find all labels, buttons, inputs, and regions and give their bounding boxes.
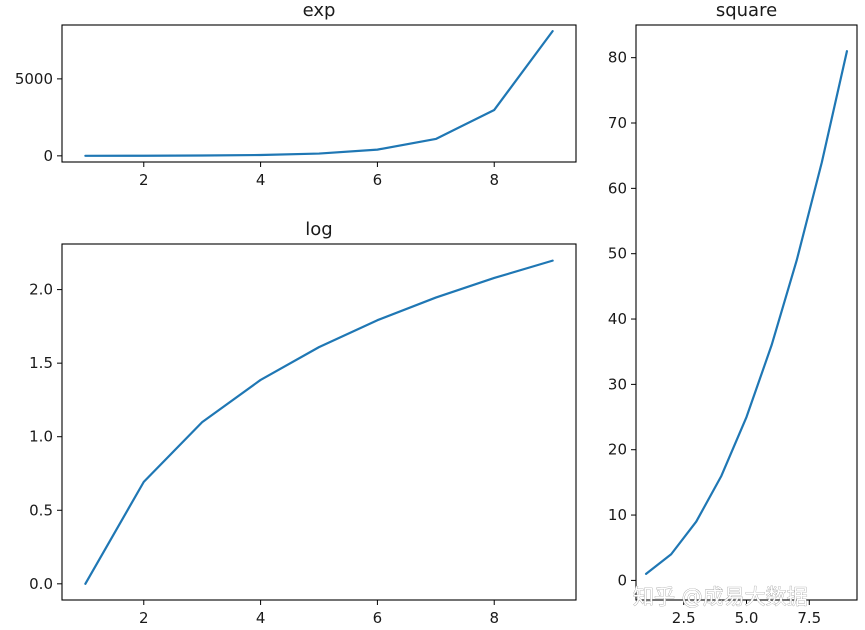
log-axes-frame <box>61 243 577 601</box>
log-y-tick-label: 0.5 <box>29 501 53 519</box>
square-y-tick-label: 20 <box>608 441 627 459</box>
square-y-tick-label: 30 <box>608 375 627 393</box>
square-y-tick-label: 0 <box>617 571 627 589</box>
watermark-text: 知乎 @成易大数据 <box>633 585 808 609</box>
log-subplot: log 2 4 6 8 0.0 0.5 1.0 1.5 2.0 <box>29 219 577 627</box>
square-title: square <box>716 0 777 21</box>
log-x-tick-label: 6 <box>373 609 383 627</box>
log-y-tick-label: 1.0 <box>29 428 53 446</box>
exp-series-line <box>84 30 554 157</box>
square-x-tick-label: 5.0 <box>735 609 759 627</box>
log-y-tick-label: 2.0 <box>29 281 53 299</box>
log-title: log <box>305 219 332 240</box>
square-y-tick-label: 80 <box>608 49 627 67</box>
exp-x-tick-label: 6 <box>373 171 383 189</box>
square-y-tick-label: 10 <box>608 506 627 524</box>
square-y-tick-label: 50 <box>608 245 627 263</box>
square-x-tick-label: 7.5 <box>797 609 821 627</box>
square-axes-frame <box>635 24 858 601</box>
log-y-tick-label: 0.0 <box>29 575 53 593</box>
log-x-tick-label: 8 <box>489 609 499 627</box>
exp-y-tick-label: 0 <box>43 147 53 165</box>
exp-x-tick-label: 2 <box>139 171 149 189</box>
square-y-tick-label: 70 <box>608 114 627 132</box>
exp-title: exp <box>303 0 336 21</box>
exp-axes-frame <box>61 24 577 163</box>
log-series-line <box>84 259 554 585</box>
log-y-tick-label: 1.5 <box>29 354 53 372</box>
square-x-tick-label: 2.5 <box>672 609 696 627</box>
square-series-line <box>644 50 849 575</box>
exp-x-tick-label: 4 <box>256 171 266 189</box>
square-y-tick-label: 60 <box>608 179 627 197</box>
exp-x-tick-label: 8 <box>489 171 499 189</box>
exp-y-tick-label: 5000 <box>15 70 53 88</box>
exp-subplot: exp 2 4 6 8 0 5000 <box>15 0 577 189</box>
square-subplot: square 2.5 5.0 7.5 0 10 20 30 40 50 60 70 80 <box>608 0 858 627</box>
square-y-tick-label: 40 <box>608 310 627 328</box>
log-x-tick-label: 4 <box>256 609 266 627</box>
log-x-tick-label: 2 <box>139 609 149 627</box>
